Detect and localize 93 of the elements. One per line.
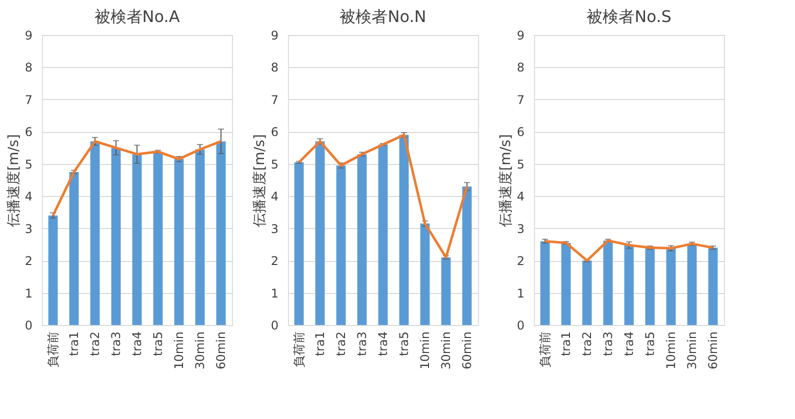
y-tick-label: 0 [24, 318, 32, 332]
y-tick-label: 9 [516, 28, 524, 42]
y-tick-label: 1 [270, 286, 278, 300]
bar [708, 248, 718, 325]
x-tick-label: tra4 [376, 332, 390, 356]
x-tick-label: 10min [418, 332, 432, 370]
bar [420, 224, 430, 325]
x-tick-label: 負荷前 [538, 332, 552, 368]
chart-title: 被検者No.S [586, 7, 672, 26]
x-tick-label: tra2 [88, 332, 102, 356]
bar [378, 144, 388, 325]
bar [132, 154, 142, 325]
y-tick-label: 6 [516, 125, 524, 140]
y-tick-label: 0 [270, 318, 278, 332]
bar [666, 248, 676, 325]
y-tick-label: 2 [270, 254, 278, 268]
bar [153, 152, 163, 325]
line-series [52, 140, 222, 217]
x-tick-label: 30min [192, 332, 207, 370]
y-tick-label: 6 [24, 125, 32, 140]
y-tick-label: 5 [24, 157, 32, 172]
x-tick-label: 30min [438, 332, 453, 370]
y-tick-label: 0 [516, 318, 524, 332]
bar [48, 215, 58, 325]
y-tick-label: 7 [24, 92, 32, 107]
bar [174, 159, 184, 325]
x-tick-label: tra1 [559, 332, 574, 356]
x-tick-label: 60min [460, 332, 474, 370]
bar [315, 141, 325, 325]
bar [624, 245, 634, 325]
y-tick-label: 3 [516, 222, 524, 236]
bar [69, 172, 79, 325]
x-tick-label: 60min [214, 332, 228, 370]
x-tick-label: tra3 [355, 332, 370, 356]
bar [336, 166, 346, 325]
y-tick-label: 9 [24, 28, 32, 42]
x-tick-label: tra5 [642, 332, 657, 356]
y-tick-label: 7 [516, 92, 524, 107]
x-tick-label: tra1 [313, 332, 328, 356]
bar [441, 257, 451, 325]
bar [582, 260, 592, 325]
x-tick-label: 負荷前 [292, 332, 306, 368]
y-tick-label: 3 [24, 222, 32, 236]
bar [357, 154, 367, 325]
y-tick-label: 8 [24, 60, 32, 75]
bar [540, 241, 550, 325]
x-tick-label: tra5 [150, 332, 165, 356]
x-tick-label: tra2 [334, 332, 348, 356]
x-tick-label: 60min [706, 332, 720, 370]
bar [561, 242, 571, 325]
x-tick-label: 10min [172, 332, 186, 370]
y-tick-label: 8 [270, 60, 278, 75]
bar [294, 162, 304, 325]
line-series [298, 134, 468, 259]
y-tick-label: 6 [270, 125, 278, 140]
bar [399, 134, 409, 325]
chart-title: 被検者No.A [94, 7, 180, 26]
y-tick-label: 2 [516, 254, 524, 268]
x-tick-label: 10min [664, 332, 678, 370]
y-tick-label: 1 [24, 286, 32, 300]
y-tick-label: 3 [270, 222, 278, 236]
bar [90, 141, 100, 325]
y-tick-label: 2 [24, 254, 32, 268]
x-tick-label: tra5 [396, 332, 411, 356]
x-tick-label: tra2 [580, 332, 594, 356]
bar [687, 244, 697, 325]
y-tick-label: 5 [270, 157, 278, 172]
y-tick-label: 7 [270, 92, 278, 107]
y-tick-label: 9 [270, 28, 278, 42]
bar [645, 248, 655, 325]
chart-title: 被検者No.N [340, 7, 426, 26]
y-axis-title: 伝播速度[m/s] [6, 134, 22, 227]
x-tick-label: 負荷前 [46, 332, 60, 368]
bar [216, 141, 226, 325]
bar [111, 148, 121, 325]
bar [603, 240, 613, 325]
y-tick-label: 5 [516, 157, 524, 172]
y-tick-label: 4 [270, 190, 278, 204]
x-tick-label: tra4 [130, 332, 144, 356]
y-axis-title: 伝播速度[m/s] [498, 134, 514, 227]
line-series [544, 239, 714, 262]
x-tick-label: 30min [684, 332, 699, 370]
x-tick-label: tra3 [109, 332, 124, 356]
y-tick-label: 8 [516, 60, 524, 75]
y-tick-label: 1 [516, 286, 524, 300]
y-tick-label: 4 [24, 190, 32, 204]
y-tick-label: 4 [516, 190, 524, 204]
y-axis-title: 伝播速度[m/s] [252, 134, 268, 227]
x-tick-label: tra1 [67, 332, 82, 356]
bar [195, 149, 205, 325]
x-tick-label: tra3 [601, 332, 616, 356]
x-tick-label: tra4 [622, 332, 636, 356]
bar [462, 186, 472, 325]
